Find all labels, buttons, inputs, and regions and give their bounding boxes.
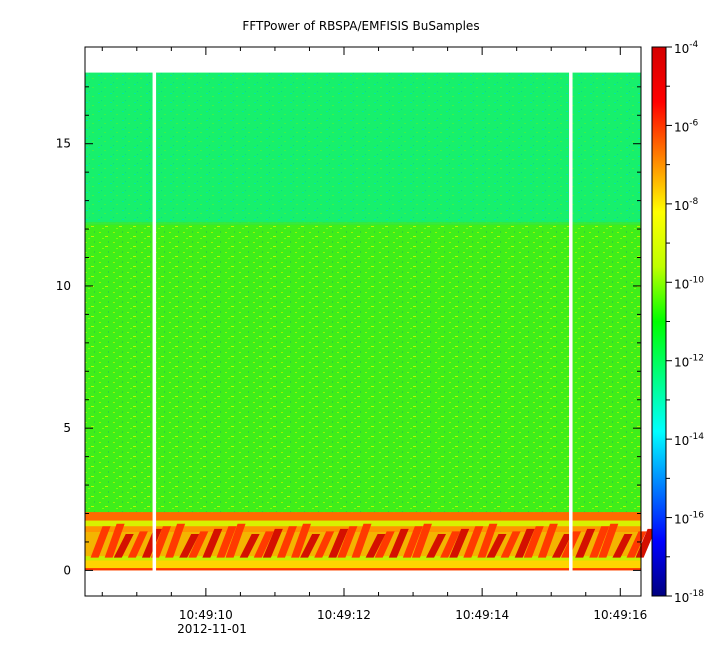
burst-streak [276,526,297,558]
burst-streak [463,526,484,558]
colorbar-strip [651,46,667,597]
y-tick-label: 10 [56,279,71,293]
spectral-bands [85,72,641,571]
burst-streak [253,531,274,558]
burst-streak [216,526,237,558]
data-gap-1 [152,71,157,572]
burst-streak [202,528,223,558]
chart-title: FFTPower of RBSPA/EMFISIS BuSamples [242,19,479,33]
burst-streak [127,531,148,558]
burst-streak [365,533,386,558]
y-axis: 0 5 10 15 [56,86,641,577]
burst-streak [104,523,125,558]
burst-streak [523,526,544,558]
colorbar-tick-label: 10-6 [674,118,699,134]
burst-streak [589,526,610,558]
burst-streak [113,533,134,558]
band-stripe-2.0 [85,512,641,521]
colorbar-tick-label: 10-8 [674,197,699,213]
burst-streak [514,528,535,558]
colorbar-ticks: 10-4 10-6 10-8 10-10 10-12 10-14 10-16 10-18 [666,40,704,605]
colorbar-tick-label: 10-12 [674,354,704,370]
burst-streak [500,531,521,558]
colorbar-tick-label: 10-16 [674,511,704,527]
burst-streak [225,523,246,558]
burst-streak [179,533,200,558]
x-date-label: 2012-11-01 [177,622,247,636]
burst-streak [328,528,349,558]
burst-streak [537,523,558,558]
burst-streak [314,531,335,558]
burst-streak [188,531,209,558]
colorbar-tick-label: 10-18 [674,589,704,605]
burst-streak [90,526,111,558]
y-tick-label: 0 [63,563,71,577]
burst-streak [449,528,470,558]
y-tick-label: 15 [56,137,71,151]
burst-streak [440,531,461,558]
burst-streak [626,531,647,558]
y-tick-label: 5 [63,421,71,435]
x-axis: 10:49:10 10:49:12 10:49:14 10:49:16 [101,47,647,622]
burst-streak [351,523,372,558]
plot-frame [84,46,642,597]
burst-streak [239,533,260,558]
band-upper [85,72,641,224]
burst-streak [388,528,409,558]
x-tick-label: 10:49:12 [317,608,371,622]
burst-streak [486,533,507,558]
burst-streak [551,533,572,558]
band-transition [85,221,641,225]
band-middle [85,223,641,514]
burst-streak [402,526,423,558]
burst-streak [291,523,312,558]
burst-streak [598,523,619,558]
chorus-bursts [90,523,656,558]
colorbar-tick-label: 10-4 [674,40,699,56]
colorbar-tick-label: 10-10 [674,275,704,291]
burst-streak [337,526,358,558]
burst-streak [411,523,432,558]
burst-streak [612,533,633,558]
burst-streak [262,528,283,558]
x-tick-label: 10:49:14 [455,608,509,622]
band-stripe-0.4 [85,556,641,561]
data-gaps [152,71,573,572]
burst-streak [426,533,447,558]
x-tick-label: 10:49:16 [593,608,647,622]
burst-streak [575,528,596,558]
band-stripe-0.0 [85,568,641,571]
x-tick-label: 10:49:10 [179,608,233,622]
burst-streak [374,531,395,558]
colorbar: 10-4 10-6 10-8 10-10 10-12 10-14 10-16 10-18 [651,40,704,605]
data-gap-2 [569,71,573,572]
band-stripe-0.2 [85,560,641,569]
burst-streak [300,533,321,558]
colorbar-tick-label: 10-14 [674,432,704,448]
burst-streak [477,523,498,558]
band-stripe-1.7 [85,520,641,527]
burst-streak [141,528,162,558]
burst-streak [165,523,186,558]
